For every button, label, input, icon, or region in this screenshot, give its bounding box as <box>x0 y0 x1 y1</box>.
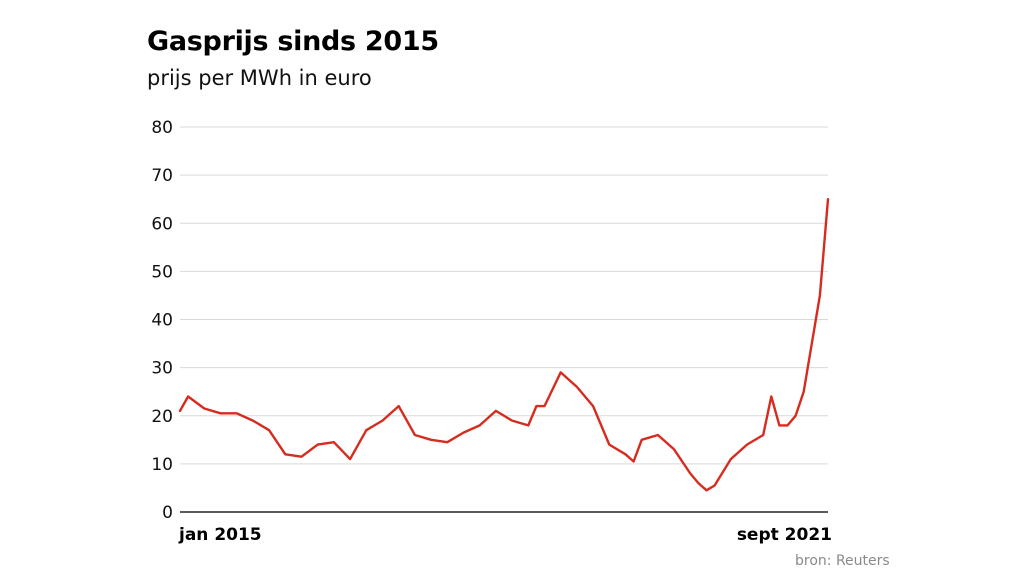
y-axis-ticks: 0 10 20 30 40 50 60 70 80 <box>151 118 173 523</box>
y-tick-label-20: 20 <box>151 407 173 427</box>
x-axis-ticks: jan 2015 sept 2021 <box>178 525 832 545</box>
y-tick-label-40: 40 <box>151 311 173 331</box>
series-line-gasprijs <box>178 198 830 492</box>
y-tick-label-70: 70 <box>151 166 173 186</box>
y-tick-label-30: 30 <box>151 359 173 379</box>
chart-subtitle: prijs per MWh in euro <box>147 66 372 90</box>
y-tick-label-60: 60 <box>151 214 173 234</box>
source-note: bron: Reuters <box>795 553 890 569</box>
y-tick-label-0: 0 <box>162 503 173 523</box>
y-tick-label-50: 50 <box>151 262 173 282</box>
y-tick-label-80: 80 <box>151 118 173 138</box>
x-tick-label-start: jan 2015 <box>178 525 262 545</box>
gridlines <box>180 126 828 465</box>
y-tick-label-10: 10 <box>151 455 173 475</box>
chart-title: Gasprijs sinds 2015 <box>147 26 439 57</box>
x-tick-label-end: sept 2021 <box>737 525 832 545</box>
